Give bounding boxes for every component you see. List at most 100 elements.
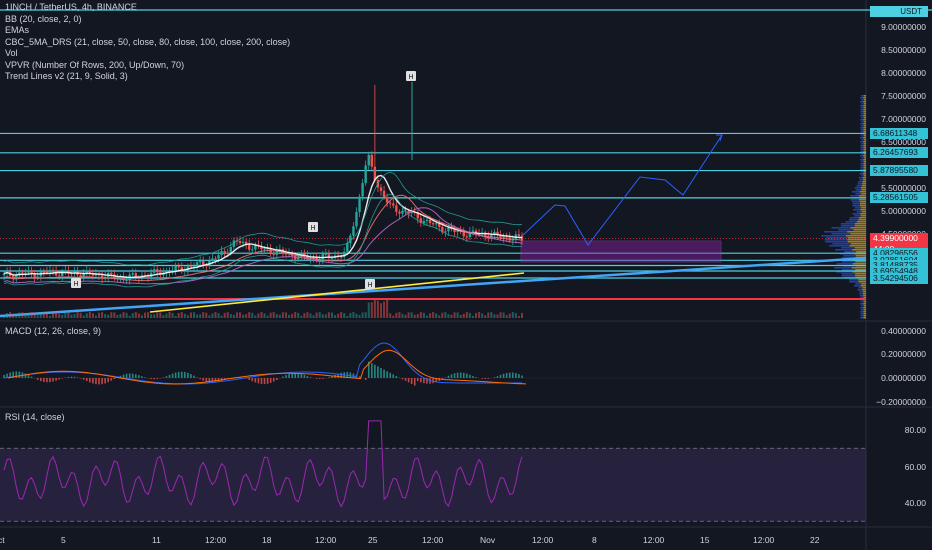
indicator-emas[interactable]: EMAs — [5, 25, 30, 35]
candle-body — [398, 211, 401, 214]
time-axis-label: 22 — [810, 535, 820, 545]
vpvr-bar-up — [861, 103, 864, 105]
volume-bar — [318, 312, 321, 318]
vpvr-bar-up — [860, 107, 864, 109]
vpvr-bar-up — [861, 117, 864, 119]
candle-body — [499, 235, 502, 238]
volume-bar — [499, 312, 502, 318]
vpvr-bar-down — [850, 227, 866, 229]
ema-yellow — [149, 272, 525, 313]
vpvr-bar-down — [863, 103, 866, 105]
vpvr-bar-up — [858, 177, 863, 179]
vpvr-bar-down — [863, 141, 866, 143]
candle-body — [517, 234, 521, 237]
volume-bar — [346, 315, 349, 318]
currency-badge[interactable]: USDT — [870, 6, 928, 17]
vpvr-bar-down — [864, 157, 866, 159]
macd-hist-bar — [61, 378, 64, 379]
volume-bar — [147, 312, 150, 318]
indicator-vpvr[interactable]: VPVR (Number Of Rows, 200, Up/Down, 70) — [5, 59, 185, 70]
vpvr-bar-up — [861, 305, 864, 307]
volume-bar — [496, 314, 499, 318]
macd-hist-bar — [171, 373, 174, 378]
time-axis-label: 12:00 — [315, 535, 337, 545]
macd-hist-bar — [162, 377, 165, 378]
candle-body — [229, 246, 233, 254]
vpvr-bar-up — [855, 207, 862, 209]
vpvr-bar-up — [824, 239, 848, 241]
macd-hist-bar — [432, 378, 434, 384]
volume-bar — [116, 314, 119, 318]
candle-body — [453, 229, 456, 232]
indicator-cbc[interactable]: CBC_5MA_DRS (21, close, 50, close, 80, c… — [5, 36, 291, 47]
vpvr-bar-up — [851, 191, 860, 193]
macd-hist-bar — [371, 363, 373, 378]
candle-body — [48, 269, 52, 273]
candle-body — [502, 236, 505, 238]
vpvr-bar-down — [855, 275, 866, 277]
rsi-title[interactable]: RSI (14, close) — [5, 412, 65, 422]
vpvr-bar-up — [861, 139, 865, 141]
indicator-trendlines[interactable]: Trend Lines v2 (21, 9, Solid, 3) — [5, 71, 128, 81]
candle-body — [73, 271, 76, 274]
candle-body — [174, 266, 177, 271]
vpvr-bar-down — [863, 99, 866, 101]
macd-hist-bar — [208, 378, 211, 383]
macd-hist-bar — [76, 377, 79, 378]
vpvr-bar-up — [860, 141, 864, 143]
vpvr-bar-down — [861, 207, 866, 209]
macd-hist-bar — [187, 372, 189, 378]
macd-hist-bar — [55, 378, 57, 381]
vpvr-bar-up — [841, 247, 855, 249]
candle-body — [220, 251, 223, 256]
macd-hist-bar — [113, 378, 116, 380]
macd-hist-bar — [46, 378, 48, 383]
volume-bar — [208, 315, 211, 318]
vpvr-bar-up — [860, 155, 864, 157]
candle-body — [431, 223, 435, 225]
volume-bar — [263, 313, 266, 318]
currency-label: USDT — [900, 7, 922, 16]
candle-body — [177, 266, 180, 268]
macd-hist-bar — [413, 378, 416, 386]
macd-signal-line — [7, 349, 527, 385]
vpvr-bar-down — [862, 287, 866, 289]
volume-bar — [159, 312, 162, 318]
price-axis-label: 5.00000000 — [881, 206, 926, 216]
macd-title[interactable]: MACD (12, 26, close, 9) — [5, 326, 102, 336]
vpvr-bar-down — [863, 107, 866, 109]
vpvr-bar-up — [841, 275, 856, 277]
volume-bar — [324, 314, 327, 318]
macd-hist-bar — [309, 377, 312, 378]
volume-bar — [174, 315, 177, 318]
candle-body — [447, 227, 450, 232]
vpvr-bar-down — [863, 117, 866, 119]
vpvr-bar-down — [863, 305, 866, 307]
volume-bar — [76, 312, 79, 318]
vpvr-bar-down — [863, 303, 866, 305]
vpvr-bar-up — [852, 213, 860, 215]
volume-bar — [73, 314, 76, 318]
vpvr-bar-down — [863, 315, 866, 317]
vpvr-bar-down — [863, 313, 866, 315]
volume-bar — [232, 314, 235, 318]
volume-bar — [3, 316, 5, 318]
vpvr-bar-up — [853, 209, 861, 211]
vpvr-bar-up — [841, 257, 856, 259]
volume-bar — [30, 312, 33, 318]
volume-bar — [511, 312, 514, 318]
candle-body — [266, 248, 269, 250]
vpvr-bar-down — [863, 175, 866, 177]
vpvr-bar-up — [860, 307, 864, 309]
volume-bar — [64, 312, 67, 318]
macd-hist-bar — [364, 378, 367, 380]
macd-hist-bar — [484, 378, 487, 379]
macd-hist-bar — [266, 378, 269, 384]
vpvr-bar-up — [855, 189, 862, 191]
level-price-tag: 6.68611348 — [870, 127, 928, 139]
indicator-vol[interactable]: Vol — [5, 48, 18, 58]
vpvr-bar-up — [844, 251, 857, 253]
indicator-bb[interactable]: BB (20, close, 2, 0) — [5, 13, 82, 24]
vpvr-bar-up — [848, 219, 859, 221]
